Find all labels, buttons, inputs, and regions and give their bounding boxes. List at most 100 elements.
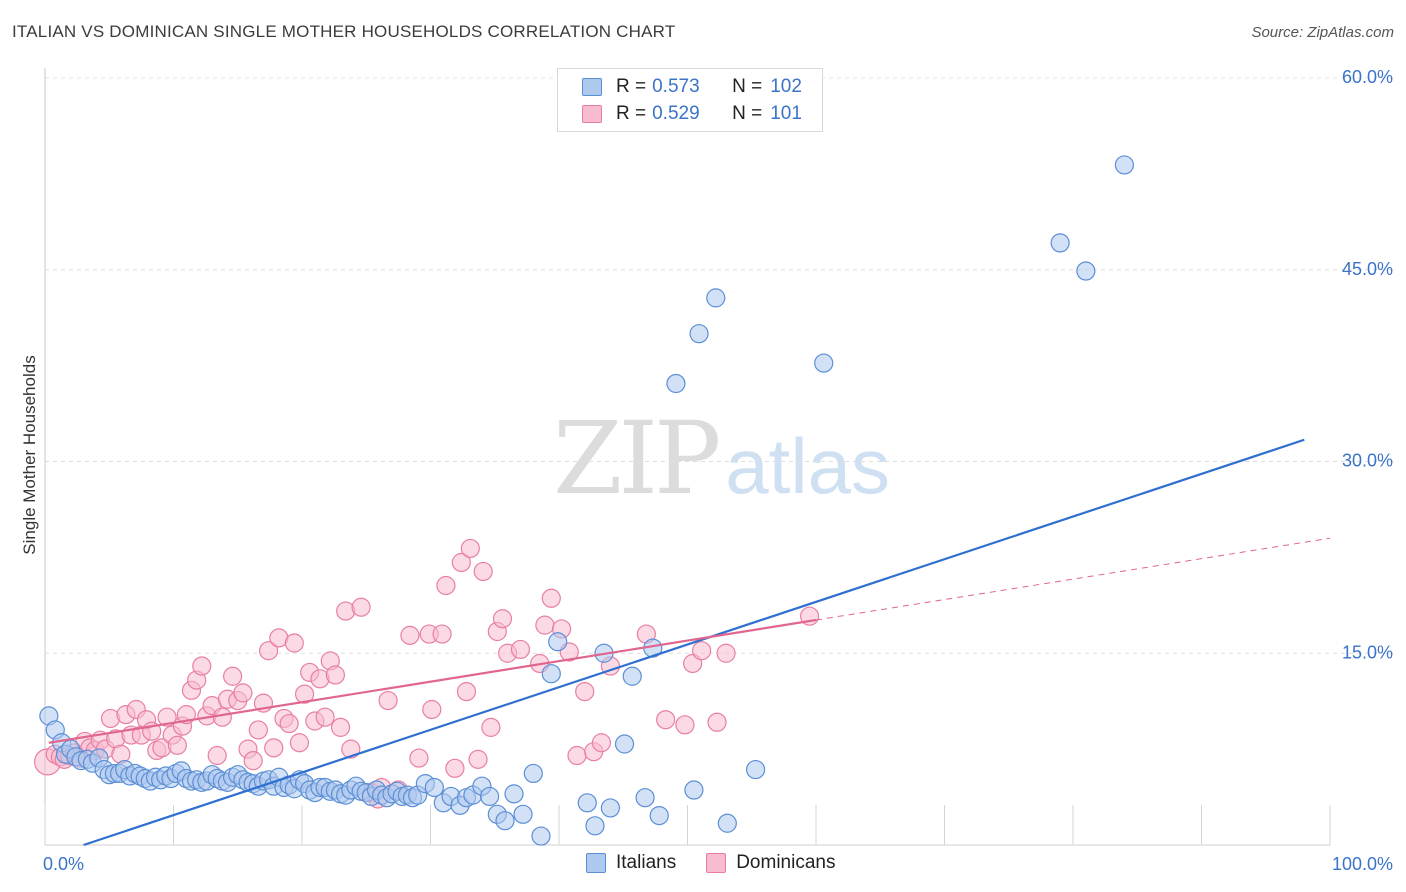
y-tick-label: 15.0% xyxy=(1342,642,1393,662)
dominicans-point xyxy=(456,681,477,702)
chart-title: ITALIAN VS DOMINICAN SINGLE MOTHER HOUSE… xyxy=(12,22,676,41)
italians-point xyxy=(614,734,635,754)
dominicans-point xyxy=(432,624,452,644)
dominicans-point xyxy=(716,643,736,663)
italians-point xyxy=(541,664,561,684)
dominicans-point xyxy=(258,641,279,661)
italians-trend-line xyxy=(83,438,1305,847)
dominicans-point xyxy=(473,561,493,582)
italians-point xyxy=(622,666,642,686)
italians-point xyxy=(706,288,726,308)
dominicans-trend-extension xyxy=(815,537,1331,621)
dominicans-point xyxy=(575,681,595,702)
dominicans-point xyxy=(468,749,488,769)
dominicans-point xyxy=(591,733,612,753)
dominicans-point xyxy=(541,588,561,608)
italians-point xyxy=(495,811,515,831)
italians-point xyxy=(1076,261,1096,281)
series-swatch-dominicans xyxy=(706,853,727,873)
legend-row-dominicans: R = 0.529 N = 101 xyxy=(582,102,802,126)
dominicans-point xyxy=(656,710,676,730)
correlation-legend: R = 0.573 N = 102 R = 0.529 N = 101 xyxy=(557,68,823,132)
dominicans-point xyxy=(567,745,587,766)
dominicans-point xyxy=(207,745,227,766)
italians-point xyxy=(600,798,621,818)
dominicans-point xyxy=(400,625,420,645)
dominicans-point xyxy=(157,707,177,727)
dominicans-point xyxy=(315,707,335,727)
dominicans-point xyxy=(378,690,398,711)
dominicans-point xyxy=(510,639,531,660)
legend-r-value-italians: 0.573 xyxy=(652,76,700,97)
legend-r-label: R = xyxy=(616,103,647,124)
watermark-zip: ZIP xyxy=(553,400,721,517)
legend-n-label: N = xyxy=(732,103,763,124)
dominicans-point xyxy=(535,615,555,635)
italians-point xyxy=(548,632,568,652)
legend-n-value-italians: 102 xyxy=(770,76,802,97)
watermark: ZIP atlas xyxy=(553,400,890,517)
dominicans-point xyxy=(692,641,712,661)
italians-point xyxy=(480,786,500,807)
italians-point xyxy=(513,804,533,824)
dominicans-point xyxy=(284,633,304,653)
italians-point xyxy=(585,816,605,836)
dominicans-point xyxy=(460,538,480,559)
italians-point xyxy=(504,784,524,804)
x-tick-label: 100.0% xyxy=(1332,854,1393,874)
italians-point xyxy=(649,805,669,826)
italians-point xyxy=(424,777,444,798)
x-tick-label: 0.0% xyxy=(43,854,84,874)
y-tick-label: 30.0% xyxy=(1342,451,1393,471)
legend-n-label: N = xyxy=(732,76,763,97)
legend-n-value-dominicans: 101 xyxy=(770,103,802,124)
dominicans-point xyxy=(707,712,727,732)
y-tick-label: 45.0% xyxy=(1342,259,1393,279)
dominicans-point xyxy=(492,609,513,629)
italians-point xyxy=(717,813,737,833)
dominicans-point xyxy=(243,751,263,771)
dominicans-point xyxy=(248,720,268,740)
italians-point xyxy=(746,759,766,780)
legend-r-label: R = xyxy=(616,76,647,97)
series-legend: Italians Dominicans xyxy=(586,852,865,874)
y-axis-label: Single Mother Households xyxy=(20,355,39,555)
legend-r-value-dominicans: 0.529 xyxy=(652,103,700,124)
dominicans-point xyxy=(451,552,471,573)
series-legend-dominicans[interactable]: Dominicans xyxy=(706,852,835,874)
watermark-atlas: atlas xyxy=(725,422,891,510)
dominicans-point xyxy=(167,735,187,755)
dominicans-point xyxy=(481,717,501,737)
series-label-dominicans: Dominicans xyxy=(736,852,836,873)
dominicans-point xyxy=(279,713,299,734)
italians-point xyxy=(523,763,543,784)
legend-swatch-dominicans xyxy=(582,105,602,123)
dominicans-point xyxy=(264,738,284,758)
dominicans-point xyxy=(294,684,315,704)
dominicans-point xyxy=(675,715,695,735)
italians-point xyxy=(666,373,686,394)
chart-source: Source: ZipAtlas.com xyxy=(1251,24,1394,41)
dominicans-point xyxy=(445,758,465,778)
dominicans-point xyxy=(409,748,429,768)
series-legend-italians[interactable]: Italians xyxy=(586,852,676,874)
dominicans-point xyxy=(289,733,310,753)
series-swatch-italians xyxy=(586,853,606,873)
dominicans-point xyxy=(330,717,351,737)
italians-point xyxy=(689,324,709,344)
italians-point xyxy=(577,793,597,813)
dominicans-point xyxy=(325,665,346,685)
italians-point xyxy=(1114,155,1135,175)
italians-point xyxy=(531,826,551,846)
legend-swatch-italians xyxy=(582,78,602,96)
y-tick-label: 60.0% xyxy=(1342,67,1393,87)
dominicans-point xyxy=(351,597,371,617)
dominicans-point xyxy=(436,575,456,596)
dominicans-point xyxy=(233,683,253,703)
dominicans-trend-line xyxy=(48,618,817,744)
italians-point xyxy=(684,780,704,800)
dominicans-point xyxy=(223,666,243,686)
series-label-italians: Italians xyxy=(616,852,677,873)
italians-point xyxy=(814,353,834,373)
italians-point xyxy=(1050,233,1070,253)
